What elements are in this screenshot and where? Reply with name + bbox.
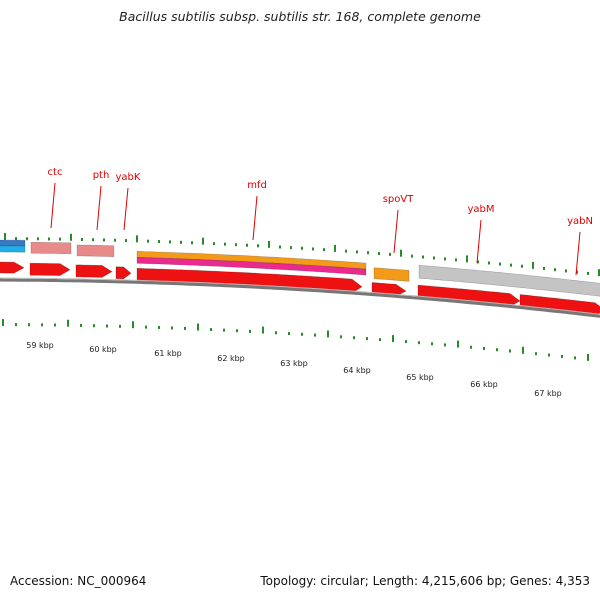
map-title: Bacillus subtilis subsp. subtilis str. 1… [119, 9, 481, 24]
kbp-label: 65 kbp [406, 373, 434, 382]
cds-arrow[interactable] [29, 262, 71, 276]
gene-band-cyan[interactable] [0, 245, 26, 253]
gene-label: pth [93, 170, 110, 181]
gene-leader-line [123, 187, 129, 231]
gene-band-blue[interactable] [0, 239, 26, 247]
kbp-label: 67 kbp [534, 389, 562, 398]
backbone-line [0, 278, 600, 318]
genome-backbone [0, 277, 600, 318]
kbp-label: 66 kbp [470, 380, 498, 389]
kbp-label: 59 kbp [26, 341, 54, 350]
gene-band-ctc[interactable] [30, 241, 72, 255]
backbone-highlight [0, 277, 600, 315]
kbp-label: 64 kbp [343, 366, 371, 375]
gene-label: ctc [48, 167, 63, 178]
gene-band-spovt[interactable] [373, 267, 410, 282]
kbp-label: 60 kbp [89, 345, 117, 354]
genome-summary: Topology: circular; Length: 4,215,606 bp… [260, 574, 590, 588]
accession-label: Accession: NC_000964 [10, 574, 147, 588]
gene-label: spoVT [383, 194, 415, 205]
gene-label: yabK [116, 172, 141, 183]
gene-label: mfd [247, 180, 267, 191]
cds-arrow[interactable] [0, 261, 25, 274]
gene-leader-line [252, 195, 258, 241]
kbp-label: 61 kbp [154, 349, 182, 358]
gene-label: yabN [567, 216, 593, 227]
gene-band-gray[interactable] [418, 264, 600, 297]
inner-tick-track [2, 319, 589, 361]
gene-leader-line [96, 185, 102, 231]
gene-band-pth[interactable] [76, 244, 115, 258]
kbp-label: 62 kbp [217, 354, 245, 363]
gene-leader-line [393, 209, 399, 254]
feature-track[interactable] [0, 239, 600, 317]
gene-leader-line [575, 231, 581, 276]
kbp-label: 63 kbp [280, 359, 308, 368]
gene-leader-line [50, 182, 56, 229]
kbp-labels: 59 kbp 60 kbp 61 kbp 62 kbp 63 kbp 64 kbp 65 k… [26, 341, 562, 398]
cds-arrow[interactable] [115, 266, 132, 280]
gene-leader-line [476, 219, 482, 264]
gene-labels: ctc pth yabK mfd spoVT yabM yabN [48, 167, 593, 276]
gene-label: yabM [467, 204, 494, 215]
cds-arrow[interactable] [75, 264, 113, 278]
gene-band-mfd-magenta[interactable] [136, 256, 367, 276]
outer-tick-track [4, 233, 600, 277]
